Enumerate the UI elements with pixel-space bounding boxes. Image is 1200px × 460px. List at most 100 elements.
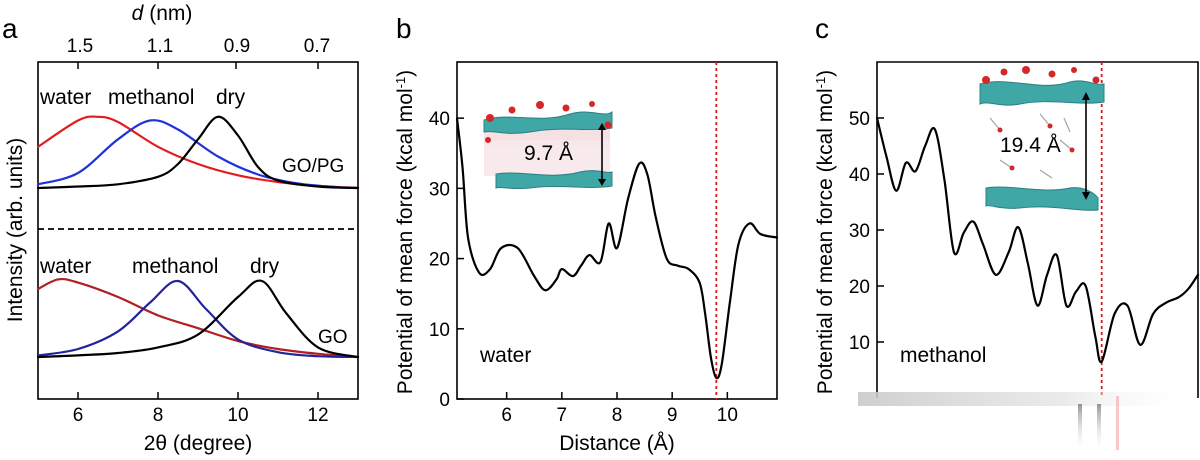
panel-c-y-label: Potential of mean force (kcal mol-1)	[813, 70, 838, 394]
inset-oxygen-atom	[1009, 165, 1015, 171]
panel-a-series-water-go	[36, 277, 360, 359]
inset-oxygen-atom	[1047, 123, 1053, 129]
panel-a-label-methanol-go: methanol	[132, 255, 218, 278]
panel-b-series-label: water	[479, 344, 531, 367]
panel-c-series-label: methanol	[900, 344, 986, 367]
panel-a-group-label-go: GO	[318, 327, 348, 348]
panel-a-top-tick-label: 1.1	[147, 36, 173, 57]
panel-a-top-axis-var: d	[132, 2, 145, 25]
panel-b-x-tick-label: 9	[667, 405, 678, 426]
panel-a-group-label-gopg: GO/PG	[282, 156, 344, 177]
panel-b-y-tick-label: 10	[429, 320, 450, 341]
panel-c: c Potential of mean force (kcal mol-1) 1…	[813, 13, 1200, 454]
panel-b-x-label: Distance (Å)	[559, 432, 675, 455]
panel-b-x-tick-label: 8	[612, 405, 623, 426]
panel-b-x-tick-label: 10	[717, 405, 738, 426]
inset-graphene-layer-bottom	[495, 170, 613, 190]
panel-a-label-dry: dry	[216, 86, 246, 109]
panel-a-label-dry-go: dry	[250, 255, 280, 278]
inset-oxygen-atom	[604, 121, 612, 129]
inset-oxygen-atom	[1022, 66, 1030, 74]
inset-oxygen-atom	[997, 127, 1003, 133]
panel-a-series-dry-go	[36, 279, 360, 359]
panel-c-inset-structure	[979, 66, 1105, 211]
panel-a-frame	[37, 61, 359, 400]
panel-c-letter: c	[815, 13, 829, 44]
inset-oxygen-atom	[589, 101, 595, 107]
panel-a-series-methanol-gopg	[36, 119, 360, 190]
panel-a-letter: a	[2, 13, 18, 44]
panel-b-y-label: Potential of mean force (kcal mol-1)	[393, 70, 418, 394]
panel-c-y-label-close: )	[814, 70, 837, 77]
panel-b-y-label-sup: -1	[393, 77, 408, 89]
panel-b: b Potential of mean force (kcal mol-1) 6…	[393, 13, 779, 455]
panel-a-series-water-gopg	[36, 115, 360, 190]
panel-a-top-axis-label: d (nm)	[132, 2, 193, 25]
panel-a-x-tick-label: 10	[227, 405, 248, 426]
panel-b-inset-label: 9.7 Å	[524, 142, 573, 165]
panel-b-y-tick-label: 30	[429, 179, 450, 200]
panel-a-series-methanol-go	[36, 279, 360, 359]
inset-graphene-layer-top	[483, 111, 613, 134]
panel-c-faded-tick	[1097, 404, 1101, 454]
panel-c-y-tick-label: 10	[849, 333, 870, 354]
panel-a-x-tick-label: 8	[153, 405, 164, 426]
panel-a-top-tick-label: 1.5	[67, 36, 93, 57]
inset-graphene-layer-top	[979, 80, 1105, 106]
inset-oxygen-atom	[1048, 70, 1056, 78]
panel-c-y-label-sup: -1	[813, 77, 828, 89]
panel-c-faded-reference	[1116, 396, 1119, 450]
inset-oxygen-atom	[1092, 76, 1100, 84]
panel-c-ticks: 10 20 30 40 50	[849, 109, 884, 354]
panel-a-series-dry-gopg	[36, 115, 360, 190]
panel-a-label-methanol: methanol	[108, 86, 194, 109]
panel-c-y-tick-label: 40	[849, 165, 870, 186]
panel-a-label-water-go: water	[39, 255, 91, 278]
panel-b-y-label-close: )	[394, 70, 417, 77]
panel-b-y-tick-label: 20	[429, 250, 450, 271]
panel-a-x-tick-label: 6	[73, 405, 84, 426]
panel-a-label-water: water	[39, 86, 91, 109]
inset-graphene-layer-bottom	[985, 186, 1099, 211]
inset-oxygen-atom	[536, 101, 544, 109]
inset-oxygen-atom	[1071, 67, 1077, 73]
panel-b-y-tick-label: 40	[429, 109, 450, 130]
panel-a-x-label: 2θ (degree)	[144, 432, 253, 455]
panel-b-inset-structure	[483, 101, 613, 190]
panel-a-y-label: Intensity (arb. units)	[4, 138, 27, 322]
panel-c-y-tick-label: 50	[849, 109, 870, 130]
panel-c-y-tick-label: 20	[849, 277, 870, 298]
panel-c-faded-axis-strip	[858, 392, 1200, 406]
panel-b-series-water	[455, 117, 779, 380]
panel-b-ticks: 6 7 8 9 10 0 10 20 30 40	[429, 109, 738, 426]
inset-oxygen-atom	[1000, 68, 1008, 76]
panel-c-curve	[875, 116, 1200, 364]
inset-oxygen-atom	[982, 76, 990, 84]
panel-b-x-tick-label: 7	[557, 405, 568, 426]
inset-water-layer	[484, 140, 610, 176]
panel-b-curve	[455, 117, 779, 380]
inset-oxygen-atom	[508, 106, 516, 114]
panel-c-y-tick-label: 30	[849, 221, 870, 242]
panel-c-y-label-main: Potential of mean force (kcal mol	[814, 88, 837, 394]
panel-a-top-axis-unit: (nm)	[149, 2, 192, 25]
inset-oxygen-atom	[485, 137, 491, 143]
inset-oxygen-atom	[486, 114, 494, 122]
panel-c-series-methanol	[875, 116, 1200, 364]
panel-a-curves	[36, 115, 360, 359]
panel-b-x-tick-label: 6	[501, 405, 512, 426]
panel-a-top-tick-label: 0.9	[224, 36, 250, 57]
inset-oxygen-atom	[1069, 147, 1075, 153]
panel-c-inset-label: 19.4 Å	[1000, 134, 1061, 157]
panel-a: a d (nm) 1.5 1.1 0.9 0.7 Intensity (arb. …	[2, 2, 360, 455]
inset-oxygen-atom	[562, 104, 570, 112]
panel-b-letter: b	[396, 13, 412, 44]
panel-a-top-tick-label: 0.7	[304, 36, 330, 57]
panel-a-x-ticks: 6 8 10 12	[73, 392, 329, 426]
panel-b-y-tick-label: 0	[439, 390, 450, 411]
panel-c-faded-tick	[1078, 404, 1082, 454]
inset-arrowheads	[598, 123, 606, 186]
panel-b-y-label-main: Potential of mean force (kcal mol	[394, 88, 417, 394]
panel-a-x-tick-label: 12	[307, 405, 328, 426]
